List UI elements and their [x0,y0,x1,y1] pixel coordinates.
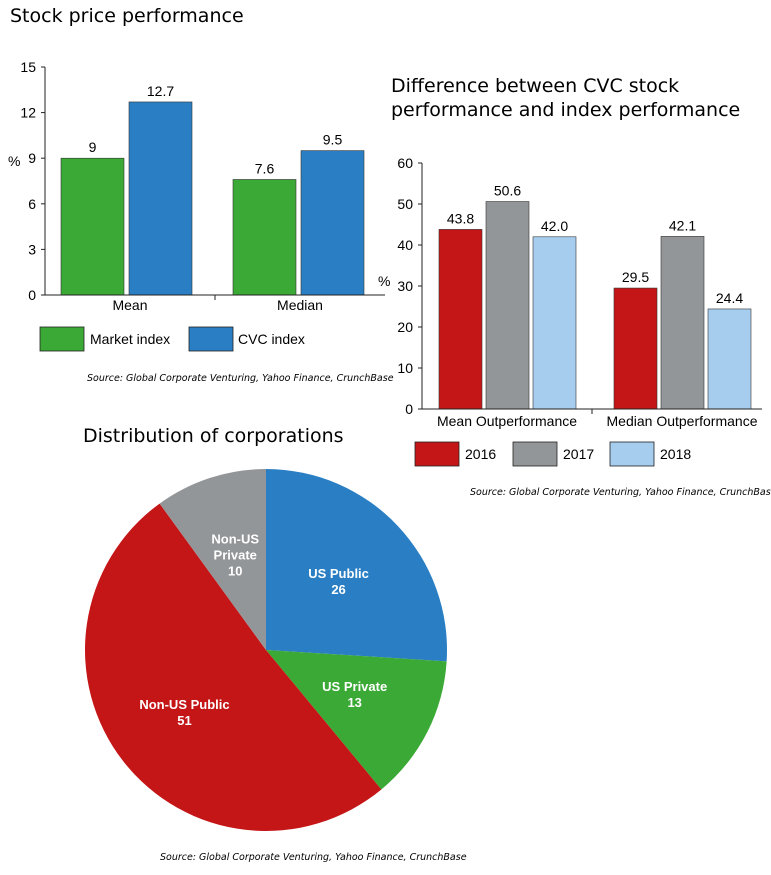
pie-slice-label: Private [214,547,257,562]
pie-slice-label: Non-US [211,531,259,546]
pie-slice-non-us-private [159,469,266,650]
chart2-legend-swatch [512,441,558,467]
chart1-legend-swatch [188,326,234,352]
pie-slice-us-private [266,650,447,790]
chart2-value-labels: 43.8 50.6 42.0 29.5 42.1 24.4 [447,183,743,306]
pie-slice-value: 26 [331,582,345,597]
bar-2018-mean-outperformance [532,236,577,410]
bar-value-label: 24.4 [716,290,743,306]
chart2-legend-swatch [414,441,460,467]
chart1-title: Stock price performance [10,5,244,27]
pie-slice-value: 10 [228,563,242,578]
bar-value-label: 50.6 [494,183,521,199]
chart2-y-tick-label: 30 [397,278,413,294]
chart2-y-tick-label: 20 [397,319,413,335]
chart2-legend-swatch [609,441,655,467]
chart1-y-ticks: 0 3 6 9 12 15 [20,59,45,303]
chart1-y-axis-label: % [8,153,20,169]
chart1-legend-label: CVC index [238,331,305,347]
pie-slice-label: Non-US Public [139,697,229,712]
chart1-value-labels: 9 12.7 7.6 9.5 [89,83,343,177]
chart1-y-tick-label: 15 [20,59,36,75]
chart2-title-line: Difference between CVC stock [391,75,679,97]
chart1-source: Source: Global Corporate Venturing, Yaho… [87,373,394,384]
bar-value-label: 42.0 [541,218,568,234]
chart2-bars [438,201,752,410]
outperformance-difference-chart: Difference between CVC stock performance… [378,75,771,498]
chart2-y-axis-label: % [378,273,390,289]
chart2-y-tick-label: 50 [397,196,413,212]
bar-cvc-index-median [300,150,365,296]
chart1-y-tick-label: 6 [28,196,36,212]
chart1-category-label: Mean [112,297,147,313]
bar-market-index-median [232,179,297,296]
bar-value-label: 42.1 [669,217,696,233]
chart2-title-line: performance and index performance [391,99,740,121]
bar-market-index-mean [60,157,125,296]
bar-cvc-index-mean [128,101,193,296]
bar-2018-median-outperformance [707,308,752,410]
stock-price-performance-chart: Stock price performance % 0 3 6 9 12 15 9 12.7… [8,5,394,384]
pie-slice-non-us-public [85,503,382,831]
chart2-y-tick-label: 10 [397,360,413,376]
bar-value-label: 7.6 [255,160,275,176]
chart2-category-label: Mean Outperformance [437,413,577,429]
bar-2016-median-outperformance [613,287,658,410]
chart2-y-ticks: 0 10 20 30 40 50 60 [397,155,422,417]
bar-value-label: 29.5 [622,269,649,285]
bar-2016-mean-outperformance [438,229,483,410]
pie-slice-value: 51 [177,713,191,728]
chart2-y-tick-label: 40 [397,237,413,253]
bar-value-label: 9.5 [323,132,343,148]
chart2-legend-label: 2017 [563,446,594,462]
pie-slice-label: US Private [322,679,387,694]
chart2-category-label: Median Outperformance [607,413,758,429]
bar-value-label: 43.8 [447,210,474,226]
bar-value-label: 12.7 [147,83,174,99]
chart1-y-tick-label: 9 [28,150,36,166]
bar-2017-median-outperformance [660,236,705,410]
chart1-legend-label: Market index [90,331,170,347]
chart2-y-tick-label: 0 [405,401,413,417]
chart3-title: Distribution of corporations [83,425,344,447]
chart1-bars [60,101,365,296]
bar-2017-mean-outperformance [485,201,530,410]
pie [85,469,448,831]
chart3-source: Source: Global Corporate Venturing, Yaho… [160,852,467,863]
chart1-category-label: Median [277,297,323,313]
chart2-source: Source: Global Corporate Venturing, Yaho… [470,487,771,498]
bar-value-label: 9 [89,139,97,155]
pie-slice-us-public [266,469,448,662]
chart2-y-tick-label: 60 [397,155,413,171]
chart1-y-tick-label: 12 [20,105,36,121]
chart1-legend-swatch [39,326,85,352]
chart1-y-tick-label: 0 [28,287,36,303]
distribution-pie-chart: Distribution of corporations US Public26… [83,425,467,863]
pie-slice-label: US Public [308,566,369,581]
pie-slice-value: 13 [347,695,361,710]
chart2-legend-label: 2018 [660,446,691,462]
chart1-y-tick-label: 3 [28,241,36,257]
chart2-legend-label: 2016 [465,446,496,462]
